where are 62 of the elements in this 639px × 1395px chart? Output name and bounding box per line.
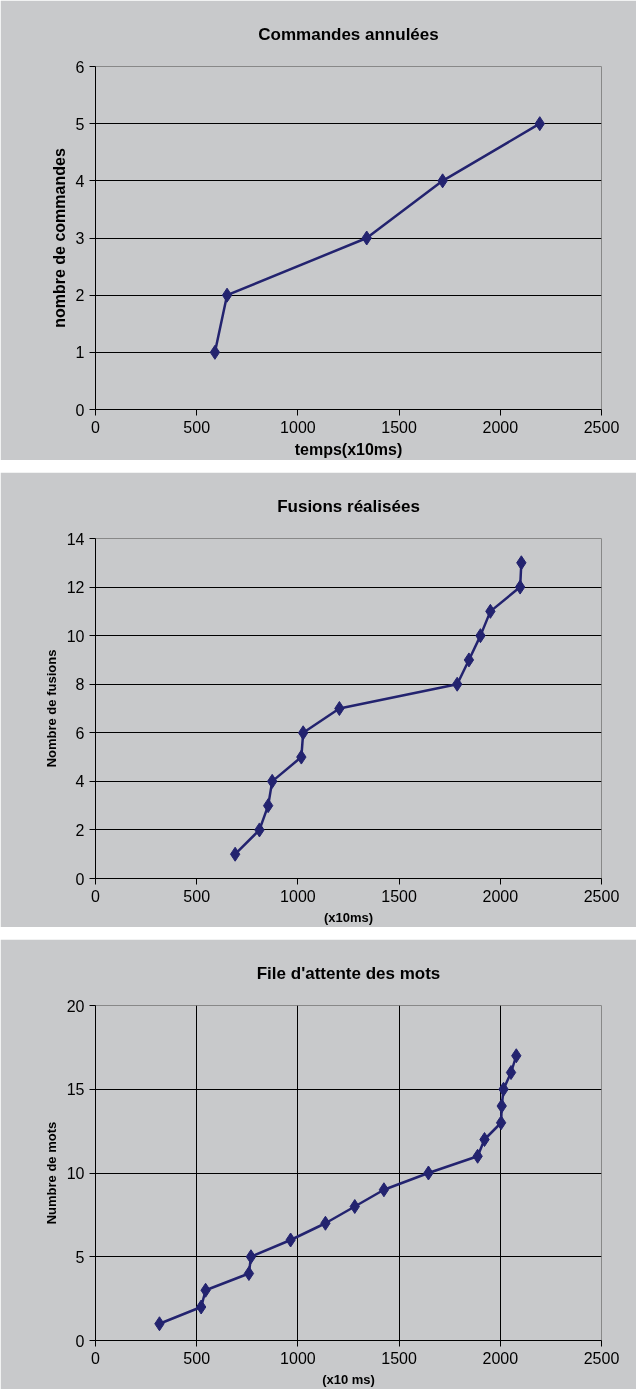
chart-title: File d'attente des mots	[256, 964, 441, 983]
x-tick-label: 500	[183, 1349, 211, 1367]
y-axis-title: nombre de commandes	[50, 148, 68, 328]
x-tick-label: 0	[91, 418, 101, 436]
y-tick-label: 12	[66, 579, 85, 597]
x-axis-title: temps(x10ms)	[294, 440, 403, 458]
chart-title: Fusions réalisées	[277, 497, 420, 516]
point	[209, 344, 221, 360]
y-tick-label: 4	[75, 773, 85, 791]
x-tick-label: 1500	[381, 887, 417, 905]
y-tick-label: 4	[75, 172, 85, 190]
x-tick-label: 1500	[381, 1349, 417, 1367]
y-tick-label: 2	[75, 287, 85, 305]
point	[334, 701, 345, 716]
chart-title: Commandes annulées	[258, 25, 439, 44]
y-tick-label: 3	[75, 230, 85, 247]
point	[229, 846, 241, 862]
x-tick-label: 1500	[381, 418, 417, 436]
x-tick-label: 0	[91, 887, 101, 905]
y-tick-label: 15	[66, 1081, 85, 1099]
y-tick-label: 14	[66, 530, 85, 548]
y-tick-label: 5	[75, 115, 85, 133]
y-tick-label: 0	[75, 1332, 85, 1350]
point	[349, 1199, 360, 1214]
x-tick-label: 2000	[482, 1349, 519, 1367]
point	[479, 1132, 490, 1147]
y-tick-label: 2	[75, 821, 85, 839]
point	[245, 1249, 257, 1265]
y-tick-label: 6	[75, 58, 85, 76]
point	[243, 1266, 255, 1281]
x-tick-label: 0	[91, 1349, 101, 1367]
y-tick-label: 10	[66, 627, 85, 645]
y-tick-label: 20	[66, 997, 85, 1015]
point	[514, 579, 526, 595]
x-axis-title: (x10 ms)	[322, 1371, 375, 1387]
x-tick-label: 2500	[583, 887, 620, 905]
point	[262, 798, 274, 814]
point	[221, 287, 233, 303]
y-tick-label: 6	[75, 724, 85, 742]
y-axis-title: Nombre de fusions	[43, 649, 59, 768]
x-axis-title: (x10ms)	[323, 909, 374, 925]
x-tick-label: 500	[183, 418, 211, 436]
y-tick-label: 8	[75, 676, 85, 694]
x-tick-label: 2500	[583, 418, 620, 436]
y-tick-label: 0	[75, 870, 85, 888]
x-tick-label: 2000	[482, 418, 519, 436]
x-tick-label: 2000	[482, 887, 519, 905]
x-tick-label: 500	[183, 887, 211, 905]
x-tick-label: 2500	[583, 1349, 620, 1367]
x-tick-label: 1000	[280, 418, 316, 436]
point	[495, 1115, 507, 1131]
point	[463, 652, 475, 668]
y-tick-label: 5	[75, 1248, 85, 1266]
point	[378, 1182, 390, 1198]
point	[195, 1299, 207, 1315]
x-tick-label: 1000	[280, 887, 316, 905]
y-tick-label: 0	[75, 401, 85, 419]
x-tick-label: 1000	[280, 1349, 316, 1367]
y-tick-label: 10	[66, 1165, 85, 1182]
point	[505, 1065, 517, 1080]
y-axis-title: Numbre de mots	[43, 1121, 59, 1225]
y-tick-label: 1	[75, 344, 85, 362]
